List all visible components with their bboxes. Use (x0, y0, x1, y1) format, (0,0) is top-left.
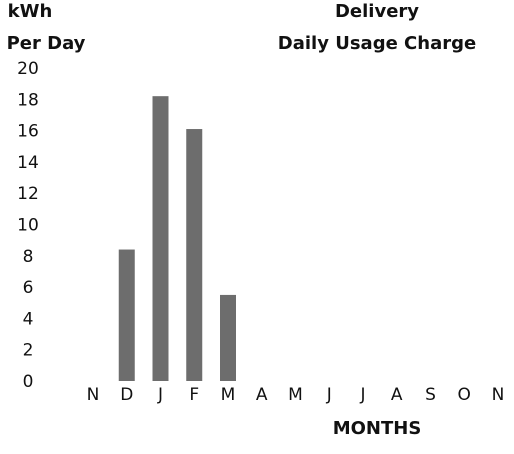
x-tick-label: O (458, 385, 471, 405)
y-tick-label: 18 (17, 90, 39, 110)
x-tick-label: M (221, 385, 236, 405)
x-tick-label: M (288, 385, 303, 405)
x-tick-label: J (359, 385, 365, 405)
y-tick-label: 0 (23, 372, 34, 392)
x-tick-label: D (120, 385, 133, 405)
bar-2 (152, 96, 169, 382)
x-tick-label: J (157, 385, 163, 405)
chart-title-line1: Delivery (335, 1, 419, 22)
y-tick-label: 10 (17, 216, 39, 236)
x-tick-label: N (87, 385, 100, 405)
y-tick-label: 12 (17, 184, 39, 204)
y-tick-label: 14 (17, 153, 39, 173)
y-axis-label-line2: Per Day (7, 33, 86, 54)
x-tick-label: A (256, 385, 268, 405)
x-tick-label: F (189, 385, 199, 405)
y-tick-label: 8 (23, 247, 34, 267)
chart-title-line2: Daily Usage Charge (278, 33, 476, 54)
y-tick-label: 20 (17, 59, 39, 79)
y-axis-label-line1: kWh (8, 1, 53, 22)
bar-1 (118, 249, 135, 381)
bar-4 (220, 294, 236, 381)
x-tick-label: A (391, 385, 403, 405)
y-tick-label: 16 (17, 122, 39, 142)
x-tick-label: N (492, 385, 505, 405)
y-tick-label: 4 (23, 309, 34, 329)
x-tick-label: J (326, 385, 332, 405)
y-tick-label: 6 (23, 278, 34, 298)
bar-3 (186, 129, 203, 381)
x-tick-label: S (425, 385, 436, 405)
bars (118, 96, 236, 382)
y-tick-label: 2 (23, 341, 34, 361)
y-axis-ticks: 0 2 4 6 8 10 12 14 16 18 20 (17, 59, 39, 392)
x-axis-label: MONTHS (333, 418, 422, 439)
